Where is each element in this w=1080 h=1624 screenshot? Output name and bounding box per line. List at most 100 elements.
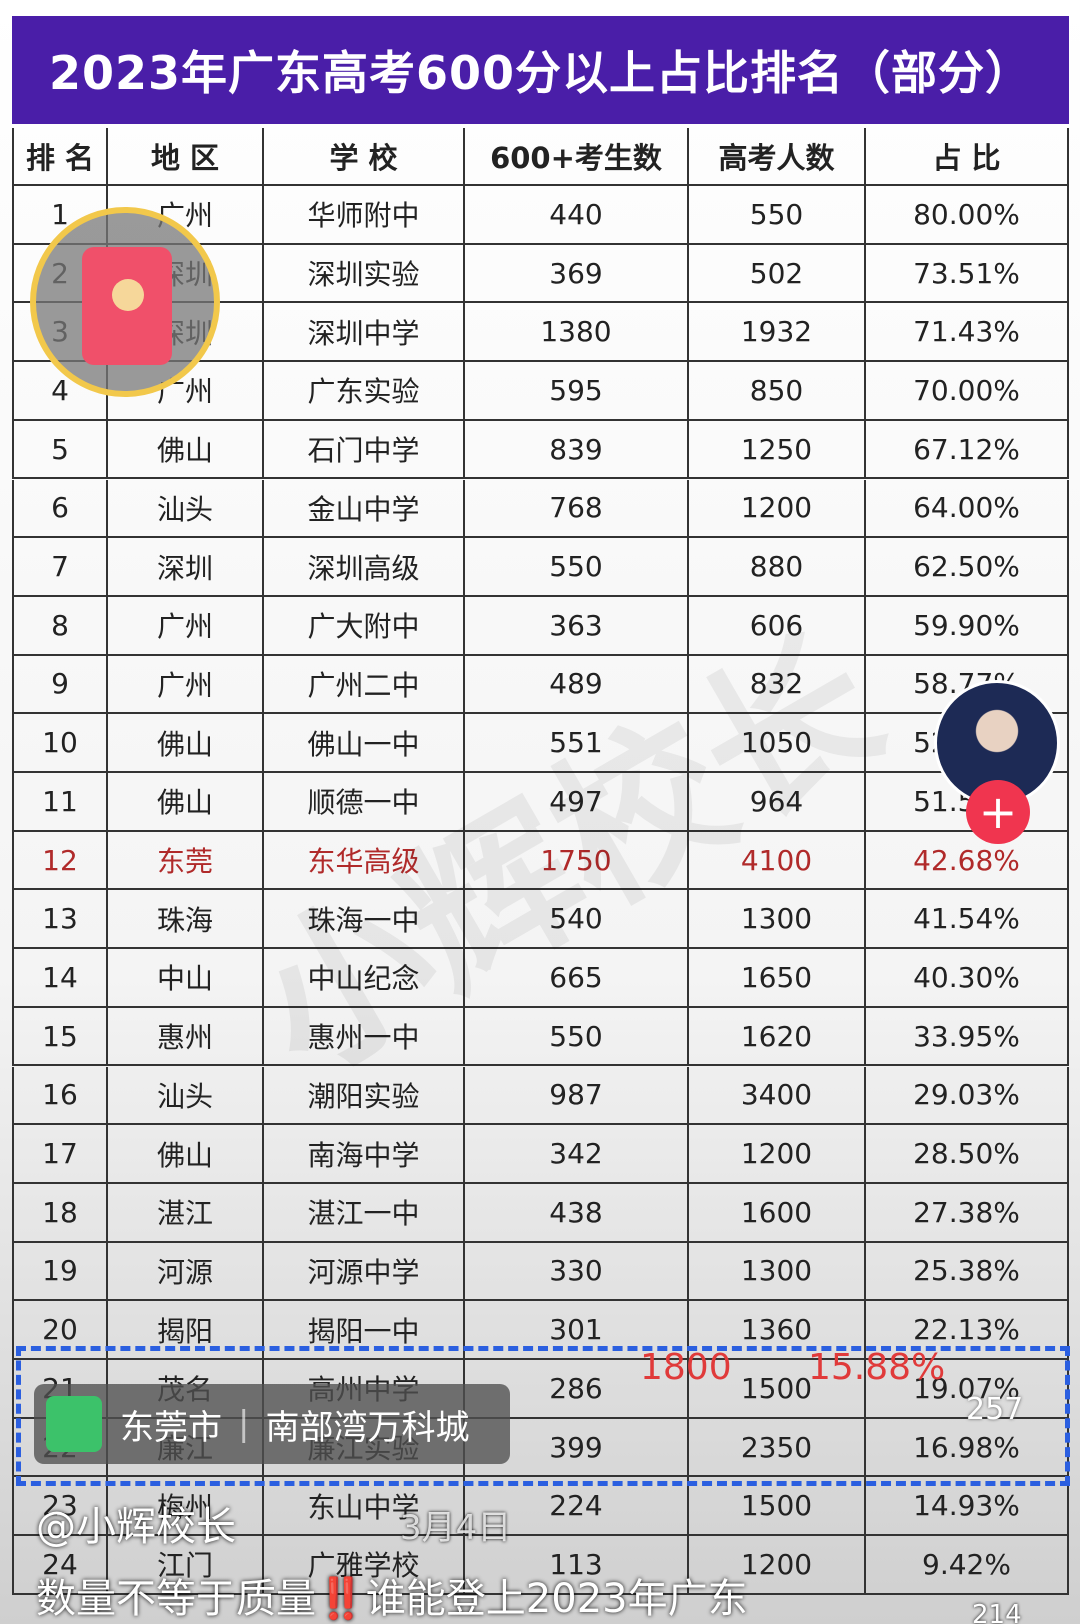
table-cell: 深圳中学	[264, 303, 465, 363]
like-count[interactable]: 257	[966, 1392, 1024, 1427]
table-cell: 71.43%	[866, 303, 1069, 363]
table-cell: 广东实验	[264, 362, 465, 421]
table-cell: 839	[465, 420, 689, 480]
column-header: 地 区	[108, 128, 264, 186]
table-cell: 29.03%	[866, 1066, 1069, 1126]
table-cell: 20	[12, 1301, 108, 1360]
table-cell: 550	[689, 186, 866, 245]
table-cell: 中山	[108, 949, 264, 1008]
table-cell: 南海中学	[264, 1125, 465, 1184]
table-cell: 东华高级	[264, 831, 465, 891]
table-cell: 42.68%	[866, 831, 1069, 891]
table-cell: 1620	[689, 1007, 866, 1067]
table-cell: 珠海一中	[264, 890, 465, 950]
table-cell: 1200	[689, 1536, 866, 1595]
table-cell: 502	[689, 244, 866, 304]
table-cell: 佛山	[108, 1125, 264, 1184]
table-cell: 64.00%	[866, 479, 1069, 539]
author-name[interactable]: @小辉校长	[36, 1504, 236, 1550]
table-cell: 1600	[689, 1183, 866, 1243]
table-cell: 28.50%	[866, 1125, 1069, 1184]
table-cell: 23	[12, 1477, 108, 1537]
table-cell: 1360	[689, 1301, 866, 1360]
location-place: 南部湾万科城	[265, 1407, 470, 1448]
post-caption: 数量不等于质量‼️谁能登上2023年广东	[36, 1576, 748, 1622]
table-cell: 113	[465, 1536, 689, 1595]
annotation-ratio: 15.88%	[808, 1347, 946, 1388]
location-tag[interactable]: 东莞市 | 南部湾万科城	[34, 1384, 510, 1464]
table-cell: 惠州一中	[264, 1007, 465, 1067]
table-cell: 18	[12, 1183, 108, 1243]
table-cell: 1300	[689, 890, 866, 950]
table-cell: 19.07%	[866, 1360, 1069, 1419]
highlight-box	[16, 1346, 1070, 1486]
table-cell: 惠州	[108, 1007, 264, 1067]
table-cell: 1050	[689, 714, 866, 773]
table-cell: 595	[465, 362, 689, 421]
table-cell: 40.30%	[866, 949, 1069, 1008]
column-header: 学 校	[264, 128, 465, 186]
table-cell: 964	[689, 773, 866, 832]
table-cell: 金山中学	[264, 479, 465, 539]
table-cell: 6	[12, 479, 108, 539]
column-header: 高考人数	[689, 128, 866, 186]
table-cell: 70.00%	[866, 362, 1069, 421]
table-cell: 301	[465, 1301, 689, 1360]
table-cell: 13	[12, 890, 108, 950]
follow-button[interactable]: +	[966, 780, 1030, 844]
table-cell: 江门	[108, 1536, 264, 1595]
table-cell: 广州二中	[264, 655, 465, 715]
table-cell: 14.93%	[866, 1477, 1069, 1537]
location-city: 东莞市	[120, 1407, 222, 1448]
table-cell: 湛江一中	[264, 1183, 465, 1243]
post-date: 3月4日	[400, 1508, 512, 1548]
table-cell: 342	[465, 1125, 689, 1184]
value-annotation: 1800 15.88%	[528, 1347, 1071, 1399]
table-cell: 286	[465, 1360, 689, 1419]
table-cell: 16.98%	[866, 1418, 1069, 1478]
table-cell: 河源中学	[264, 1242, 465, 1302]
table-cell: 330	[465, 1242, 689, 1302]
table-cell: 550	[465, 538, 689, 597]
table-cell: 汕头	[108, 479, 264, 539]
table-cell: 顺德一中	[264, 773, 465, 832]
location-icon	[46, 1396, 102, 1452]
table-cell: 东莞	[108, 831, 264, 891]
table-cell: 440	[465, 186, 689, 245]
table-cell: 8	[12, 596, 108, 656]
table-cell: 363	[465, 596, 689, 656]
table-cell: 10	[12, 714, 108, 773]
table-cell: 揭阳一中	[264, 1301, 465, 1360]
table-cell: 梅州	[108, 1477, 264, 1537]
column-header: 占 比	[866, 128, 1069, 186]
table-cell: 2350	[689, 1418, 866, 1478]
table-cell: 16	[12, 1066, 108, 1126]
table-cell: 25.38%	[866, 1242, 1069, 1302]
table-cell: 4100	[689, 831, 866, 891]
table-cell: 12	[12, 831, 108, 891]
table-cell: 1500	[689, 1477, 866, 1537]
table-cell: 665	[465, 949, 689, 1008]
red-envelope-widget[interactable]	[30, 207, 220, 397]
share-count[interactable]: 214	[972, 1600, 1022, 1624]
table-cell: 489	[465, 655, 689, 715]
table-cell: 湛江	[108, 1183, 264, 1243]
table-cell: 11	[12, 773, 108, 832]
table-cell: 1250	[689, 420, 866, 480]
table-cell: 东山中学	[264, 1477, 465, 1537]
table-cell: 224	[465, 1477, 689, 1537]
table-cell: 华师附中	[264, 186, 465, 245]
table-cell: 24	[12, 1536, 108, 1595]
table-cell: 1300	[689, 1242, 866, 1302]
table-cell: 石门中学	[264, 420, 465, 480]
table-cell: 551	[465, 714, 689, 773]
table-cell: 佛山	[108, 773, 264, 832]
table-cell: 832	[689, 655, 866, 715]
table-cell: 深圳实验	[264, 244, 465, 304]
column-header: 排 名	[12, 128, 108, 186]
envelope-seal	[112, 279, 144, 311]
table-cell: 15	[12, 1007, 108, 1067]
table-cell: 河源	[108, 1242, 264, 1302]
table-cell: 880	[689, 538, 866, 597]
